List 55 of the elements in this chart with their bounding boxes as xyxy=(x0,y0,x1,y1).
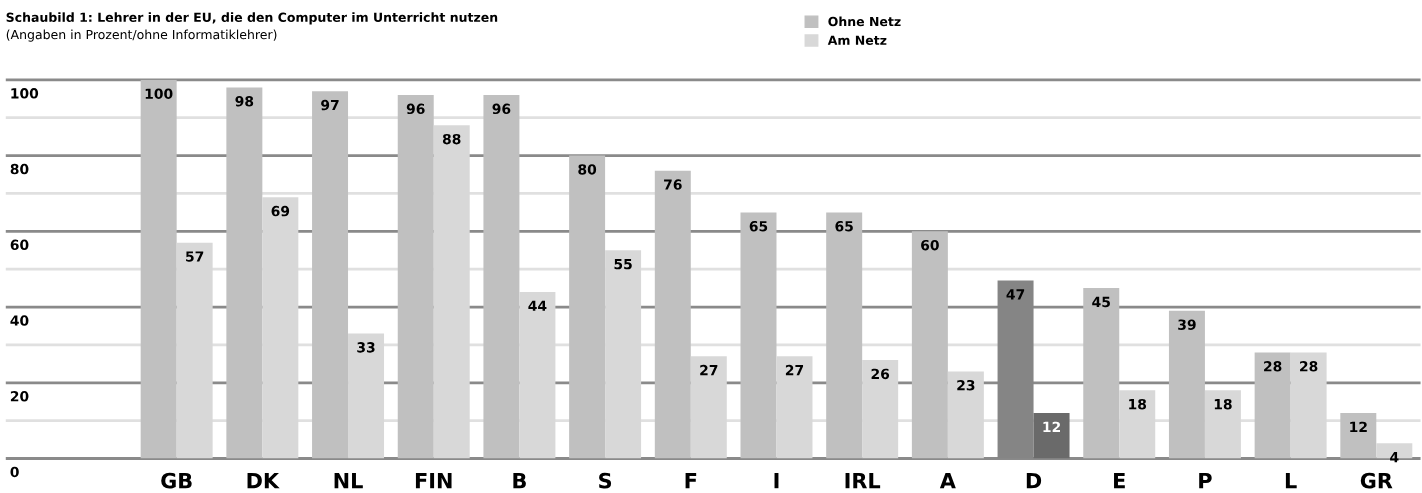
data-label: 18 xyxy=(1129,398,1147,410)
data-label: 27 xyxy=(785,364,804,376)
data-label: 28 xyxy=(1300,361,1318,372)
x-tick-label: F xyxy=(685,473,697,489)
y-tick-label: 40 xyxy=(10,315,29,326)
data-label: 96 xyxy=(492,103,511,115)
data-label: 96 xyxy=(406,103,425,115)
x-tick-label: B xyxy=(513,473,526,489)
y-tick-label: 100 xyxy=(11,88,39,99)
x-tick-label: FIN xyxy=(415,473,452,489)
data-label: 33 xyxy=(357,342,375,353)
y-tick-label: 80 xyxy=(10,163,29,175)
data-label: 23 xyxy=(957,379,975,391)
data-label: 80 xyxy=(578,164,597,175)
x-tick-label: GB xyxy=(161,472,192,489)
data-label: 39 xyxy=(1178,319,1196,330)
data-label: 27 xyxy=(700,364,718,376)
data-label: 44 xyxy=(528,300,547,311)
legend-label: Ohne Netz xyxy=(828,16,901,27)
data-label: 98 xyxy=(235,96,254,107)
data-label: 69 xyxy=(271,205,290,217)
x-tick-label: S xyxy=(599,472,612,489)
x-tick-label: NL xyxy=(334,473,363,489)
data-label: 47 xyxy=(1006,289,1025,300)
data-label: 55 xyxy=(614,259,632,270)
data-label: 4 xyxy=(1390,452,1399,463)
y-tick-label: 60 xyxy=(10,239,29,251)
data-label: 12 xyxy=(1043,421,1061,432)
x-tick-label: E xyxy=(1114,473,1125,489)
x-tick-label: L xyxy=(1285,473,1297,489)
data-label: 100 xyxy=(145,88,173,99)
x-tick-label: IRL xyxy=(845,473,881,489)
data-label: 28 xyxy=(1264,361,1282,372)
data-label: 88 xyxy=(442,133,461,145)
data-label: 45 xyxy=(1092,296,1110,308)
data-label: 65 xyxy=(835,220,853,232)
legend-label: Am Netz xyxy=(827,35,887,45)
data-label: 26 xyxy=(871,368,890,380)
data-label: 57 xyxy=(186,251,204,262)
data-label: 76 xyxy=(664,179,682,190)
data-label: 65 xyxy=(749,220,768,232)
y-tick-label: 0 xyxy=(10,466,19,478)
x-tick-label: D xyxy=(1026,473,1042,489)
x-tick-label: A xyxy=(939,473,956,489)
data-label: 60 xyxy=(921,239,939,251)
chart-title: Schaubild 1: Lehrer in der EU, die den Computer im Unterricht nutzen xyxy=(6,12,498,25)
x-tick-label: P xyxy=(1199,473,1212,489)
x-tick-label: I xyxy=(774,473,779,489)
x-tick-label: DK xyxy=(247,473,280,489)
chart-subtitle: (Angaben in Prozent/ohne Informatiklehrer) xyxy=(6,29,277,42)
data-label: 12 xyxy=(1350,421,1367,432)
x-tick-label: GR xyxy=(1360,472,1393,489)
data-label: 97 xyxy=(321,99,339,111)
data-label: 18 xyxy=(1214,398,1232,410)
y-tick-label: 20 xyxy=(10,391,29,402)
